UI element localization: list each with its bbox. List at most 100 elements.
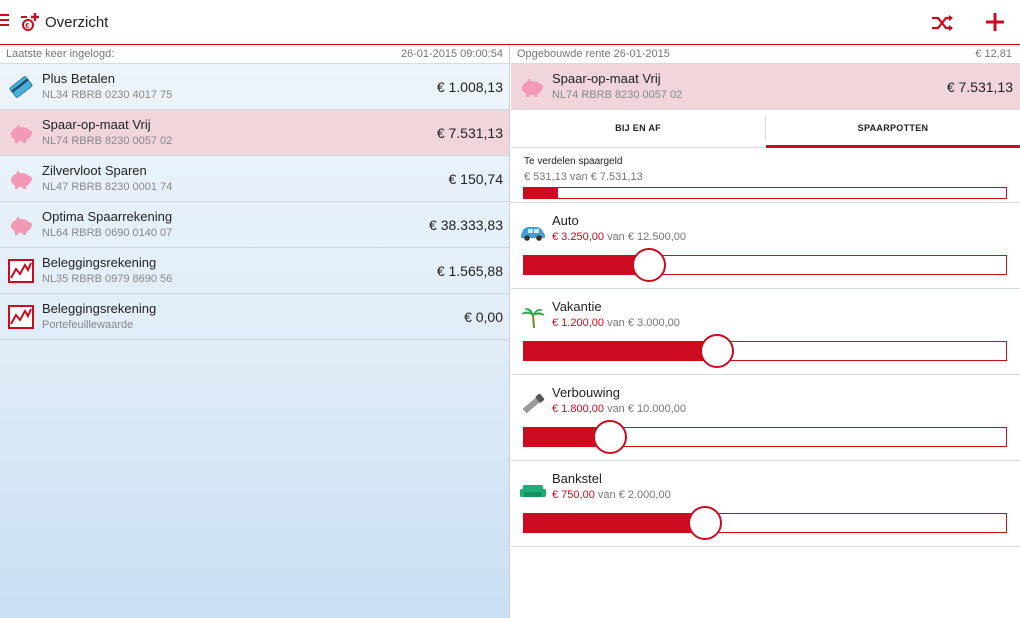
savings-pot: Vakantie € 1.200,00 van € 3.000,00 (511, 289, 1020, 375)
pot-amounts: € 1.200,00 van € 3.000,00 (552, 317, 680, 329)
last-login-value: 26-01-2015 09:00:54 (400, 48, 503, 60)
pot-slider[interactable] (523, 427, 1007, 447)
pot-slider-fill (524, 428, 611, 446)
selected-account-header: Spaar-op-maat Vrij NL74 RBRB 8230 0057 0… (511, 64, 1020, 110)
distribute-savings: Te verdelen spaargeld € 531,13 van € 7.5… (511, 148, 1020, 203)
account-balance: € 1.565,88 (436, 263, 503, 279)
account-name: Zilvervloot Sparen (42, 163, 147, 178)
distribute-current: € 531,13 (524, 171, 567, 183)
pot-current: € 1.800,00 (552, 403, 604, 415)
svg-text:€: € (25, 23, 29, 30)
piggy-bank-icon (11, 170, 32, 189)
top-bar: € Overzicht (0, 0, 1020, 45)
tab-spaarpotten[interactable]: SPAARPOTTEN (766, 110, 1020, 148)
page-title: Overzicht (45, 14, 109, 31)
pot-slider-handle[interactable] (699, 334, 734, 368)
pot-slider-fill (524, 342, 717, 360)
account-name: Spaar-op-maat Vrij (42, 117, 151, 132)
transfer-button[interactable] (930, 12, 956, 34)
piggy-bank-icon (522, 78, 543, 97)
pot-name: Verbouwing (552, 385, 620, 400)
pot-of-label: van (607, 317, 625, 329)
account-number: NL74 RBRB 8230 0057 02 (42, 135, 173, 147)
add-button[interactable] (984, 11, 1006, 33)
card-icon (9, 76, 33, 98)
account-number: NL34 RBRB 0230 4017 75 (42, 89, 173, 101)
distribute-progress-bar (523, 187, 1007, 199)
saw-icon (522, 393, 545, 414)
pot-name: Bankstel (552, 471, 602, 486)
interest-bar: Opgebouwde rente 26-01-2015 € 12,81 (511, 46, 1020, 64)
account-subtitle: Portefeuillewaarde (42, 319, 134, 331)
app-logo-icon: € (21, 13, 39, 31)
savings-pot: Verbouwing € 1.800,00 van € 10.000,00 (511, 375, 1020, 461)
tab-divider (765, 116, 766, 140)
account-row[interactable]: Beleggingsrekening NL35 RBRB 0979 8690 5… (0, 248, 509, 294)
pot-target: € 12.500,00 (627, 231, 686, 243)
account-balance: € 150,74 (448, 171, 504, 187)
accounts-pane: Laatste keer ingelogd: 26-01-2015 09:00:… (0, 46, 510, 618)
pot-amounts: € 3.250,00 van € 12.500,00 (552, 231, 686, 243)
account-row[interactable]: Zilvervloot Sparen NL47 RBRB 8230 0001 7… (0, 156, 509, 202)
pot-slider-fill (524, 256, 650, 274)
account-name: Optima Spaarrekening (42, 209, 173, 224)
investment-chart-icon (8, 259, 34, 283)
pot-amounts: € 1.800,00 van € 10.000,00 (552, 403, 686, 415)
pot-name: Auto (552, 213, 579, 228)
account-balance: € 7.531,13 (436, 125, 503, 141)
distribute-label: Te verdelen spaargeld (524, 156, 623, 167)
pot-slider-fill (524, 514, 705, 532)
interest-value: € 12,81 (975, 48, 1012, 60)
account-number: NL47 RBRB 8230 0001 74 (42, 181, 173, 193)
savings-pot: Bankstel € 750,00 van € 2.000,00 (511, 461, 1020, 547)
tab-bij-en-af[interactable]: BIJ EN AF (615, 123, 661, 133)
distribute-amounts: € 531,13 van € 7.531,13 (524, 171, 643, 183)
last-login-bar: Laatste keer ingelogd: 26-01-2015 09:00:… (0, 46, 509, 64)
selected-account-number: NL74 RBRB 8230 0057 02 (552, 89, 683, 101)
account-balance: € 1.008,13 (436, 79, 503, 95)
pot-current: € 750,00 (552, 489, 595, 501)
account-row[interactable]: Plus Betalen NL34 RBRB 0230 4017 75 € 1.… (0, 64, 509, 110)
pot-target: € 2.000,00 (618, 489, 671, 501)
last-login-label: Laatste keer ingelogd: (6, 48, 115, 60)
pot-of-label: van (597, 489, 616, 501)
pot-slider-handle[interactable] (687, 506, 722, 540)
account-name: Beleggingsrekening (42, 255, 157, 270)
account-name: Plus Betalen (42, 71, 115, 86)
account-number: NL64 RBRB 0690 0140 07 (42, 227, 173, 239)
menu-icon[interactable] (0, 14, 9, 30)
pot-of-label: van (607, 403, 625, 415)
pot-slider[interactable] (523, 513, 1007, 533)
distribute-of-label: van (569, 171, 588, 183)
pot-of-label: van (607, 231, 625, 243)
pot-current: € 3.250,00 (552, 231, 604, 243)
account-row[interactable]: Optima Spaarrekening NL64 RBRB 0690 0140… (0, 202, 509, 248)
piggy-bank-icon (11, 124, 32, 143)
account-balance: € 38.333,83 (429, 217, 503, 233)
selected-account-name: Spaar-op-maat Vrij (552, 71, 661, 86)
pot-slider-handle[interactable] (593, 420, 628, 454)
pot-slider[interactable] (523, 341, 1007, 361)
pot-slider-handle[interactable] (631, 248, 666, 282)
sofa-icon (520, 485, 546, 497)
account-row[interactable]: Spaar-op-maat Vrij NL74 RBRB 8230 0057 0… (0, 110, 509, 156)
piggy-bank-icon (11, 216, 32, 235)
account-balance: € 0,00 (464, 309, 503, 325)
pot-target: € 10.000,00 (627, 403, 686, 415)
account-number: NL35 RBRB 0979 8690 56 (42, 273, 173, 285)
investment-chart-icon (8, 305, 34, 329)
interest-label: Opgebouwde rente 26-01-2015 (517, 48, 670, 60)
palm-tree-icon (521, 308, 545, 329)
pot-target: € 3.000,00 (627, 317, 680, 329)
pot-slider[interactable] (523, 255, 1007, 275)
distribute-total: € 7.531,13 (590, 171, 643, 183)
pot-amounts: € 750,00 van € 2.000,00 (552, 489, 671, 501)
savings-pot: Auto € 3.250,00 van € 12.500,00 (511, 203, 1020, 289)
tab-bar: BIJ EN AF SPAARPOTTEN (511, 110, 1020, 148)
pot-name: Vakantie (552, 299, 602, 314)
account-name: Beleggingsrekening (42, 301, 157, 316)
pot-current: € 1.200,00 (552, 317, 604, 329)
account-detail-pane: Opgebouwde rente 26-01-2015 € 12,81 Spaa… (511, 46, 1020, 618)
distribute-progress-fill (524, 188, 558, 198)
account-row[interactable]: Beleggingsrekening Portefeuillewaarde € … (0, 294, 509, 340)
